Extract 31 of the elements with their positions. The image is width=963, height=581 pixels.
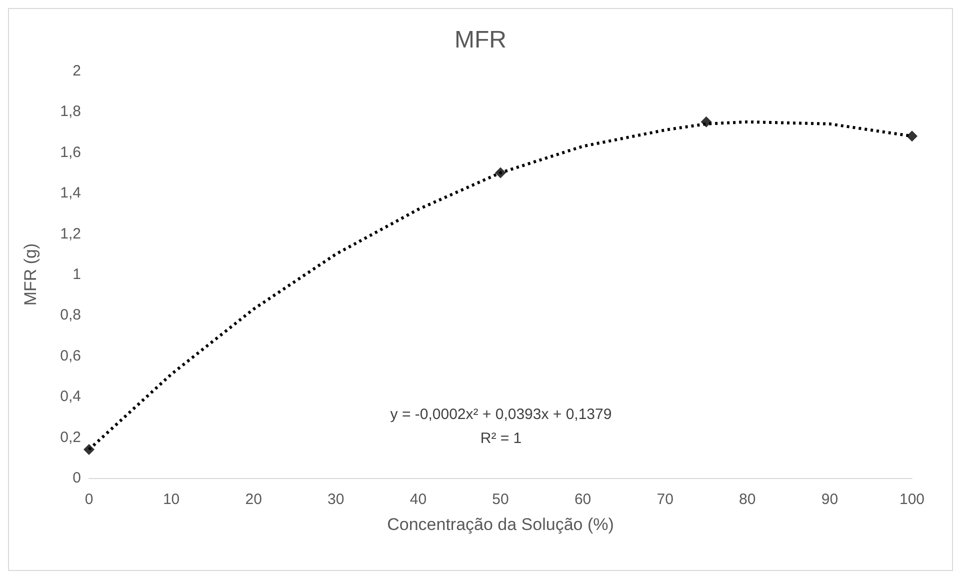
y-tick-label: 0,6 (60, 347, 81, 364)
point (700, 116, 712, 128)
y-tick-label: 1,6 (60, 144, 81, 161)
chart-title: MFR (454, 26, 506, 54)
y-tick-label: 1,2 (60, 225, 81, 242)
x-tick-label: 100 (899, 491, 925, 508)
x-tick-label: 70 (656, 491, 674, 508)
x-tick-label: 60 (574, 491, 592, 508)
y-tick-label: 1,8 (60, 103, 81, 120)
y-tick-label: 1 (72, 266, 81, 283)
y-tick-label: 0,4 (60, 388, 81, 406)
x-axis-title: Concentração da Solução (%) (387, 515, 614, 534)
x-tick-label: 30 (328, 491, 344, 508)
x-tick-label: 90 (821, 491, 838, 508)
y-tick-label: 2 (72, 62, 81, 80)
y-axis-title: MFR (g) (21, 243, 40, 306)
point (84, 444, 94, 456)
point (495, 167, 506, 178)
y-tick-label: 0,8 (60, 306, 81, 324)
x-tick-label: 40 (410, 491, 427, 508)
x-tick-label: 10 (162, 491, 180, 508)
x-tick-label: 50 (492, 491, 509, 508)
y-tick-label: 0,2 (60, 428, 81, 446)
annotation: R² = 1 (480, 430, 522, 447)
x-tick-label: 80 (739, 491, 756, 508)
y-tick-label: 1,4 (60, 184, 81, 202)
x-tick-label: 0 (84, 491, 94, 508)
annotation: y = -0,0002x² + 0,0393x + 0,1379 (390, 406, 612, 423)
point (906, 130, 918, 142)
y-tick-label: 0 (72, 470, 81, 486)
x-tick-label: 20 (245, 491, 262, 508)
